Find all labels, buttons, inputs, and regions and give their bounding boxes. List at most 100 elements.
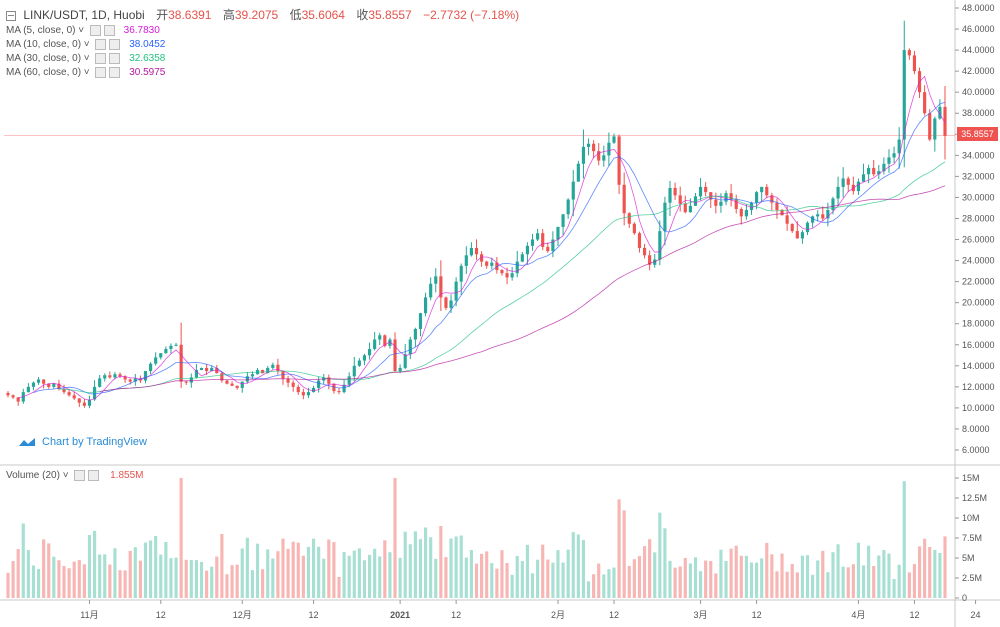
- candle-body: [617, 136, 621, 185]
- volume-bar: [403, 531, 407, 598]
- candle-body: [199, 367, 204, 371]
- candle-body: [602, 155, 606, 161]
- price-tick-label: 48.0000: [962, 3, 995, 13]
- volume-bar: [882, 549, 886, 598]
- candle-body: [938, 106, 942, 119]
- volume-bar: [159, 554, 163, 598]
- candle-body: [581, 146, 586, 164]
- volume-bar: [851, 564, 855, 598]
- candle-body: [296, 386, 300, 393]
- settings-icon[interactable]: [74, 470, 86, 481]
- collapse-icon[interactable]: [6, 10, 16, 21]
- volume-bar: [72, 561, 76, 598]
- candle-body: [327, 377, 331, 384]
- volume-bar: [627, 565, 631, 598]
- candle-body: [673, 187, 677, 196]
- volume-bar: [698, 571, 703, 598]
- candle-body: [627, 213, 631, 224]
- volume-bar: [729, 548, 733, 598]
- candle-body: [6, 392, 10, 396]
- volume-bar: [149, 540, 153, 598]
- volume-bar: [459, 535, 463, 598]
- time-tick-label: 2021: [390, 610, 410, 620]
- candle-body: [688, 205, 692, 213]
- close-icon[interactable]: [103, 25, 115, 36]
- volume-legend[interactable]: Volume (20) ˅ 1.855M: [6, 470, 144, 482]
- volume-bar: [800, 555, 804, 598]
- current-price-tag: 35.8557: [957, 127, 998, 141]
- candle-body: [566, 199, 570, 215]
- volume-bar: [367, 554, 372, 598]
- candle-body: [240, 381, 244, 388]
- time-tick-label: 11月: [80, 610, 98, 620]
- volume-bar: [602, 574, 606, 598]
- candle-body: [912, 55, 917, 72]
- candle-body: [500, 270, 504, 274]
- volume-bar: [617, 499, 621, 598]
- time-tick-label: 12: [451, 610, 461, 620]
- volume-bar: [444, 557, 448, 598]
- volume-bar: [67, 568, 71, 598]
- candle-body: [403, 354, 407, 368]
- close-icon[interactable]: [88, 470, 100, 481]
- candle-body: [586, 143, 591, 147]
- volume-bar: [688, 563, 692, 598]
- ma60-legend[interactable]: MA (60, close, 0) ˅ 30.5975: [6, 67, 166, 79]
- volume-bar: [907, 572, 911, 598]
- volume-bar: [642, 546, 647, 598]
- candle-body: [373, 339, 377, 349]
- settings-icon[interactable]: [95, 53, 107, 64]
- candle-body: [36, 379, 41, 383]
- settings-icon[interactable]: [95, 39, 107, 50]
- volume-bar: [780, 553, 784, 598]
- close-value: 35.8557: [368, 8, 412, 22]
- volume-bar: [118, 570, 122, 598]
- volume-bar: [775, 571, 779, 598]
- ma30-legend[interactable]: MA (30, close, 0) ˅ 32.6358: [6, 53, 166, 65]
- candle-body: [301, 392, 305, 396]
- volume-bar: [423, 527, 428, 598]
- candle-body: [469, 247, 473, 256]
- volume-bar: [220, 534, 224, 598]
- candle-body: [98, 378, 102, 387]
- candle-body: [215, 367, 219, 374]
- candle-body: [245, 376, 249, 382]
- candle-body: [816, 214, 820, 217]
- time-tick-label: 12月: [233, 610, 252, 620]
- candle-body: [286, 378, 290, 383]
- ma30-value: 32.6358: [129, 53, 166, 65]
- time-tick-label: 3月: [694, 610, 708, 620]
- candle-body: [26, 386, 30, 393]
- settings-icon[interactable]: [95, 67, 107, 78]
- low-value: 35.6064: [301, 8, 345, 22]
- volume-tick-label: 10M: [962, 513, 980, 523]
- volume-bar: [205, 570, 209, 598]
- candle-body: [306, 392, 311, 396]
- volume-bar: [668, 560, 672, 598]
- volume-bar: [42, 539, 46, 598]
- candle-body: [367, 348, 372, 356]
- volume-bar: [658, 512, 662, 598]
- close-icon[interactable]: [109, 67, 121, 78]
- price-tick-label: 18.0000: [962, 319, 995, 329]
- change-value: −2.7732 (−7.18%): [423, 8, 520, 22]
- ma10-legend[interactable]: MA (10, close, 0) ˅ 38.0452: [6, 39, 166, 51]
- volume-bar: [11, 561, 15, 598]
- volume-bar: [739, 555, 743, 598]
- volume-bar: [128, 550, 132, 598]
- candle-body: [388, 339, 392, 346]
- tradingview-brand[interactable]: Chart by TradingView: [18, 436, 147, 448]
- volume-tick-label: 15M: [962, 473, 980, 483]
- ma5-legend[interactable]: MA (5, close, 0) ˅ 36.7830: [6, 25, 160, 37]
- candle-body: [235, 385, 239, 388]
- time-tick-label: 12: [609, 610, 619, 620]
- volume-bar: [77, 560, 81, 598]
- volume-bar: [586, 581, 591, 598]
- close-icon[interactable]: [109, 39, 121, 50]
- settings-icon[interactable]: [89, 25, 101, 36]
- candle-body: [220, 373, 224, 381]
- ma10-line: [33, 101, 946, 395]
- candle-body: [663, 202, 667, 232]
- close-icon[interactable]: [109, 53, 121, 64]
